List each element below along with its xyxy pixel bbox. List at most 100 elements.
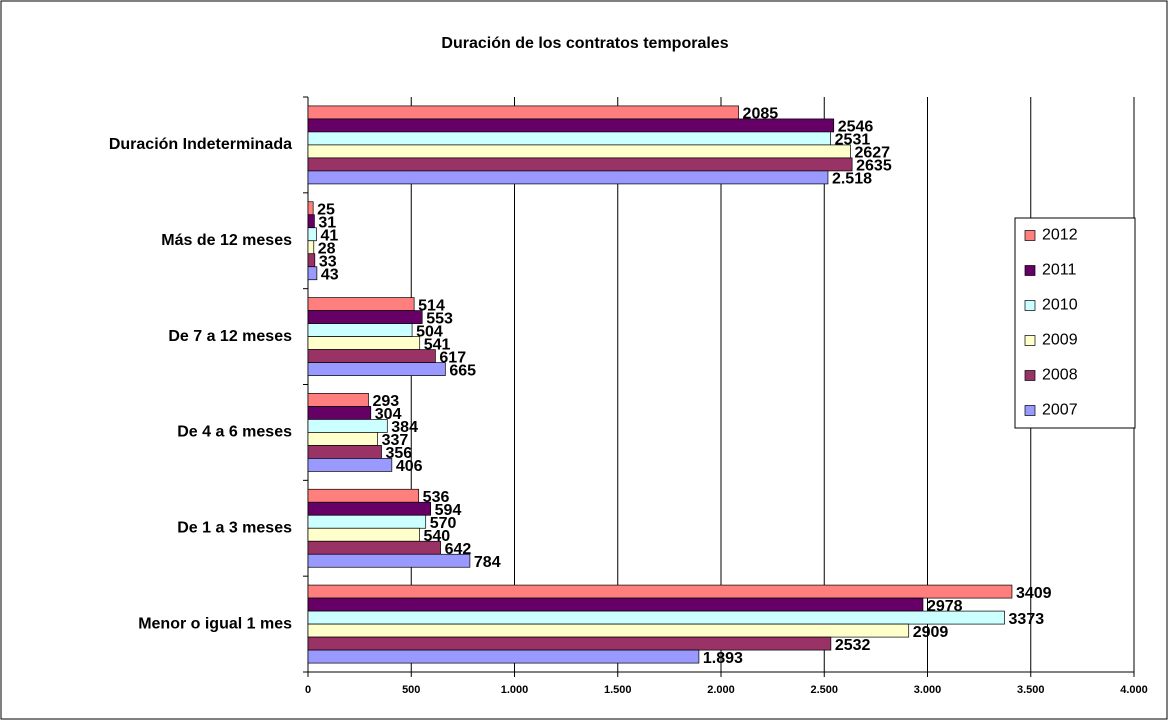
bar [307,445,382,459]
bar [307,623,910,638]
value-label: 41 [320,227,338,244]
bar [307,157,853,172]
bar [307,458,393,472]
bar [307,584,1013,599]
bar [307,406,372,420]
x-tick-label: 2.500 [810,684,838,696]
legend-swatch [1024,405,1036,416]
legend-label: 2007 [1042,402,1078,419]
chart-title: Duración de los contratos temporales [441,35,728,52]
bar [307,393,369,407]
value-label: 2978 [927,598,963,615]
value-label: 2531 [835,132,871,149]
bar [307,144,851,159]
legend-label: 2010 [1042,297,1078,314]
value-label: 31 [318,214,336,231]
bar [307,349,436,363]
bar [307,310,423,324]
value-label: 617 [439,349,466,366]
bar [307,432,378,446]
bar [307,170,829,185]
value-label: 2085 [743,106,779,123]
value-label: 784 [474,554,501,571]
legend-label: 2011 [1042,262,1077,279]
value-label: 642 [445,541,472,558]
bar [307,610,1005,625]
x-tick-label: 1.500 [604,684,632,696]
bar [307,214,315,229]
value-label: 356 [386,445,413,462]
value-label: 514 [418,297,445,314]
value-label: 2635 [856,158,892,175]
x-tick-label: 3.500 [1017,684,1045,696]
value-label: 337 [382,432,409,449]
value-label: 541 [424,336,451,353]
value-label: 504 [416,323,443,340]
value-label: 3373 [1009,611,1045,628]
value-label: 3409 [1016,585,1052,602]
bar [307,336,421,350]
value-label: 384 [391,419,418,436]
x-tick-label: 500 [402,684,420,696]
bar [307,514,427,529]
value-label: 28 [318,240,336,257]
x-tick-label: 1.000 [501,684,529,696]
bar [307,118,835,133]
y-tick-label: De 1 a 3 meses [177,519,292,536]
legend-label: 2012 [1042,227,1078,244]
value-label: 2.518 [832,171,872,188]
bar [307,297,415,311]
value-label: 553 [426,310,453,327]
value-label: 665 [449,362,476,379]
legend-label: 2008 [1042,367,1078,384]
bar [307,240,315,255]
x-tick-label: 4.000 [1120,684,1148,696]
value-label: 540 [424,528,451,545]
value-label: 2627 [854,145,890,162]
value-label: 2532 [835,637,871,654]
y-tick-label: Menor o igual 1 mes [138,615,292,632]
legend-swatch [1024,230,1036,241]
bar [307,553,471,568]
value-label: 406 [396,458,423,475]
value-label: 570 [430,515,457,532]
bar [307,201,314,216]
value-label: 1.893 [703,650,743,667]
bar [307,362,446,376]
y-tick-label: Más de 12 meses [161,232,292,249]
y-tick-label: De 7 a 12 meses [168,328,292,345]
bar [307,419,388,433]
legend-box [1014,217,1136,429]
value-label: 304 [375,406,402,423]
x-tick-label: 0 [305,684,311,696]
value-label: 43 [321,266,339,283]
y-tick-label: De 4 a 6 meses [177,424,292,441]
bar [307,597,924,612]
legend-swatch [1024,335,1036,346]
x-tick-label: 3.000 [914,684,942,696]
bar [307,527,420,542]
legend-swatch [1024,265,1036,276]
legend-swatch [1024,300,1036,311]
value-label: 293 [373,393,400,410]
x-tick-label: 2.000 [707,684,735,696]
bar [307,636,832,651]
legend-swatch [1024,370,1036,381]
bar [307,105,739,120]
value-label: 2909 [913,624,949,641]
value-label: 594 [435,502,462,519]
legend-label: 2009 [1042,332,1078,349]
bar [307,253,316,268]
bar [307,227,317,242]
value-label: 2546 [838,119,874,136]
bar [307,649,700,664]
bar [307,501,432,516]
bar [307,488,420,503]
bar [307,266,318,281]
y-tick-label: Duración Indeterminada [109,136,292,153]
bar [307,540,441,555]
value-label: 25 [317,201,335,218]
bar [307,323,413,337]
value-label: 536 [423,489,450,506]
